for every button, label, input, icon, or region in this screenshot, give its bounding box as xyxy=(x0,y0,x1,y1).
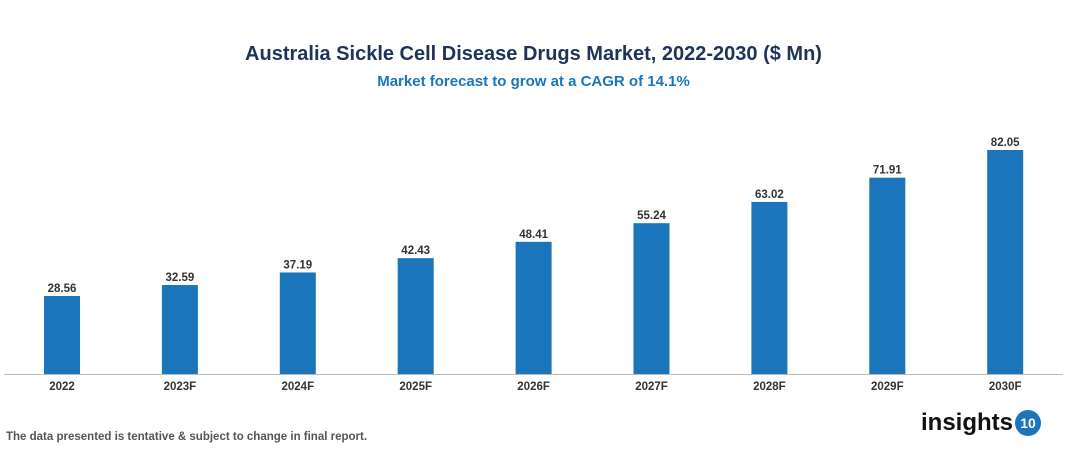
data-label: 63.02 xyxy=(755,189,784,201)
logo-badge: 10 xyxy=(1015,410,1042,436)
x-tick-label: 2022 xyxy=(49,381,75,393)
data-label: 32.59 xyxy=(166,272,195,284)
chart-title: Australia Sickle Cell Disease Drugs Mark… xyxy=(245,43,822,65)
bar xyxy=(515,241,552,374)
bar xyxy=(161,285,198,374)
bar xyxy=(987,150,1024,374)
data-label: 55.24 xyxy=(637,210,666,222)
x-tick-label: 2023F xyxy=(164,381,197,393)
x-tick-label: 2029F xyxy=(871,381,904,393)
data-label: 42.43 xyxy=(401,245,430,257)
data-label: 71.91 xyxy=(873,165,902,177)
insights10-logo: insights 10 xyxy=(921,409,1042,437)
x-tick-label: 2030F xyxy=(989,381,1022,393)
bar xyxy=(279,272,316,374)
x-tick-label: 2024F xyxy=(281,381,314,393)
data-label: 82.05 xyxy=(991,137,1020,149)
logo-text: insights xyxy=(921,409,1014,436)
bar-chart: 28.56 2022 32.59 2023F 37.19 2024F 42.43 2025F 4… xyxy=(4,137,1063,393)
data-label: 48.41 xyxy=(519,229,548,241)
bar xyxy=(397,258,434,374)
data-label: 37.19 xyxy=(283,259,312,271)
x-tick-label: 2028F xyxy=(753,381,786,393)
x-tick-label: 2025F xyxy=(399,381,432,393)
bar xyxy=(633,223,670,374)
x-tick-label: 2027F xyxy=(635,381,668,393)
data-label: 28.56 xyxy=(48,283,77,295)
bar xyxy=(751,201,788,374)
x-tick-label: 2026F xyxy=(517,381,550,393)
chart-subtitle: Market forecast to grow at a CAGR of 14.… xyxy=(377,73,690,90)
bar xyxy=(869,177,906,374)
bar xyxy=(44,296,80,374)
disclaimer-note: The data presented is tentative & subjec… xyxy=(6,431,368,443)
